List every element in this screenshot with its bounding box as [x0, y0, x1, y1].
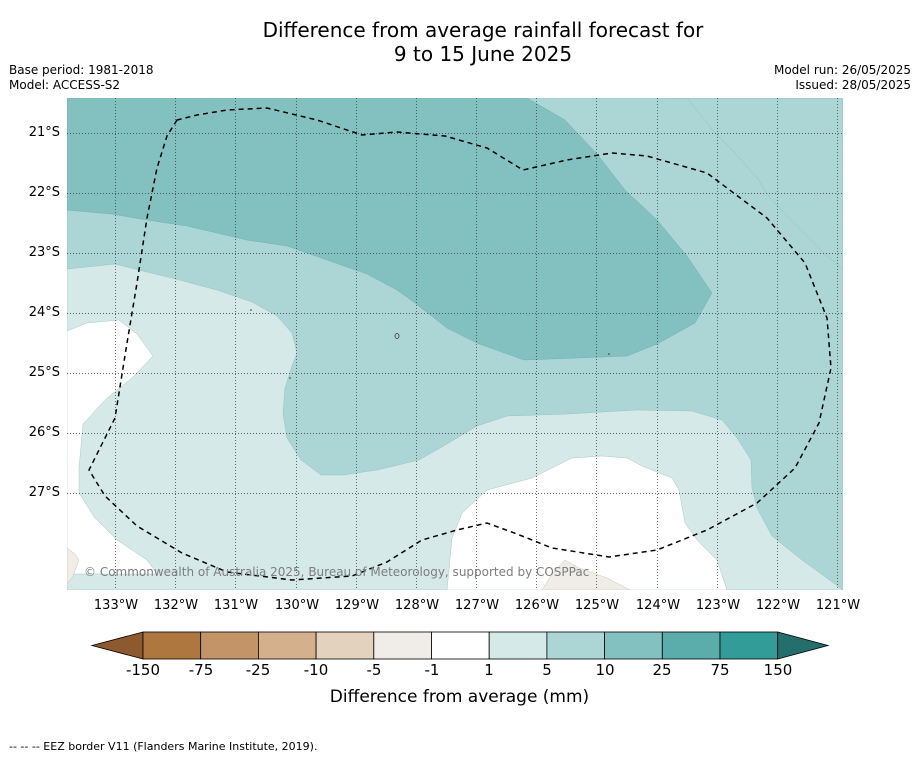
colorbar-label: 5: [542, 661, 552, 679]
colorbar-segment: [200, 631, 259, 660]
colorbar-label: -75: [188, 661, 214, 679]
model-name: Model: ACCESS-S2: [9, 78, 121, 92]
lon-label: 125°W: [574, 598, 620, 613]
lat-label: 24°S: [28, 305, 60, 320]
lat-label: 26°S: [28, 425, 60, 440]
colorbar-segment: [373, 631, 432, 660]
lon-label: 126°W: [514, 598, 560, 613]
colorbar-segments: [90, 631, 830, 660]
rainfall-map: [67, 98, 843, 590]
colorbar-label: -1: [424, 661, 440, 679]
base-period: Base period: 1981-2018: [9, 63, 154, 77]
colorbar-segment: [661, 631, 721, 660]
lon-label: 130°W: [274, 598, 320, 613]
copyright-notice: © Commonwealth of Australia 2025, Bureau…: [84, 565, 590, 579]
colorbar-title: Difference from average (mm): [329, 687, 590, 707]
lat-label: 25°S: [28, 365, 60, 380]
colorbar-segment: [315, 631, 375, 660]
region-near-average-south: [446, 455, 728, 590]
colorbar-label: -10: [303, 661, 329, 679]
lon-label: 124°W: [635, 598, 681, 613]
map-panel: [67, 98, 843, 590]
lon-label: 133°W: [93, 598, 139, 613]
colorbar: [90, 631, 830, 660]
lon-label: 121°W: [815, 598, 861, 613]
lon-label: 131°W: [213, 598, 259, 613]
lat-label: 23°S: [28, 245, 60, 260]
colorbar-label: 1: [484, 661, 494, 679]
region-slightly-dry-sw: [67, 547, 80, 585]
eez-border: [88, 107, 832, 581]
lat-label: 21°S: [28, 125, 60, 140]
region-slightly-dry-s: [541, 559, 631, 590]
island-3: [289, 377, 291, 379]
gridlines: [67, 98, 843, 590]
colorbar-label: 75: [710, 661, 730, 679]
map-title: Difference from average rainfall forecas…: [0, 18, 919, 66]
colorbar-label: 10: [595, 661, 615, 679]
colorbar-label: 25: [652, 661, 672, 679]
meta-right: Model run: 26/05/2025 Issued: 28/05/2025: [774, 63, 911, 93]
colorbar-segment: [142, 631, 202, 660]
title-line-2: 9 to 15 June 2025: [393, 42, 573, 66]
lon-label: 132°W: [153, 598, 199, 613]
colorbar-segment: [431, 631, 490, 660]
model-run: Model run: 26/05/2025: [773, 63, 911, 77]
colorbar-label: -5: [366, 661, 382, 679]
lon-label: 123°W: [695, 598, 741, 613]
colorbar-label: -25: [245, 661, 271, 679]
colorbar-label: 150: [763, 661, 793, 679]
meta-left: Base period: 1981-2018 Model: ACCESS-S2: [9, 63, 154, 93]
island-4: [608, 353, 610, 355]
colorbar-segment: [719, 631, 779, 660]
colorbar-label: -150: [125, 661, 161, 679]
colorbar-segment: [604, 631, 663, 660]
island-1: [394, 333, 400, 339]
colorbar-extend-high: [777, 631, 830, 660]
lat-label: 22°S: [28, 185, 60, 200]
region-near-average-west: [67, 319, 158, 575]
colorbar-extend-low: [90, 631, 144, 660]
lon-label: 122°W: [755, 598, 801, 613]
colorbar-segment: [488, 631, 548, 660]
island-2: [250, 309, 252, 311]
lon-label: 129°W: [334, 598, 380, 613]
lat-label: 27°S: [28, 485, 60, 500]
title-line-1: Difference from average rainfall forecas…: [262, 18, 704, 42]
issued-date: Issued: 28/05/2025: [795, 78, 911, 92]
colorbar-segment: [257, 631, 317, 660]
lon-label: 127°W: [454, 598, 500, 613]
eez-legend-footnote: -- -- -- EEZ border V11 (Flanders Marine…: [9, 740, 318, 753]
lon-label: 128°W: [394, 598, 440, 613]
colorbar-segment: [546, 631, 606, 660]
